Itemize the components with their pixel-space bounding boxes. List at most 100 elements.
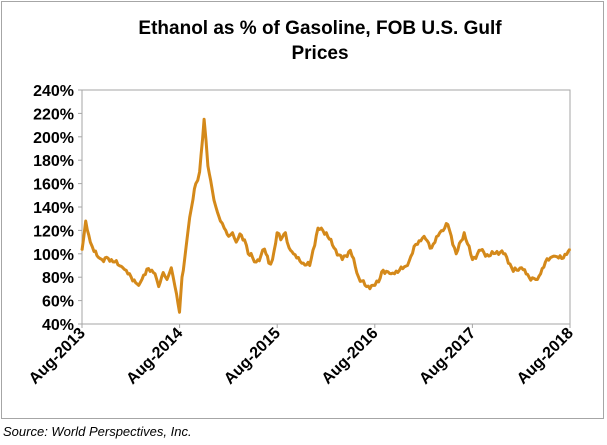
data-point <box>377 281 380 283</box>
y-tick-label: 180% <box>33 153 74 170</box>
data-point <box>183 258 186 261</box>
data-point <box>520 267 523 269</box>
data-point <box>536 278 539 281</box>
series-layer <box>80 117 572 314</box>
chart-title-line-2: Prices <box>291 43 349 64</box>
data-point <box>504 253 506 255</box>
y-tick-label: 120% <box>33 223 74 240</box>
data-point <box>260 255 262 257</box>
data-point <box>544 261 547 263</box>
data-point <box>146 268 148 270</box>
data-point <box>211 188 213 191</box>
data-point <box>235 241 237 243</box>
data-point <box>251 256 254 259</box>
data-point <box>471 258 474 261</box>
data-point <box>325 231 328 234</box>
data-point <box>162 271 164 274</box>
data-point <box>528 276 530 279</box>
data-point <box>181 276 183 279</box>
y-tick-label: 220% <box>33 106 74 123</box>
data-point <box>130 276 132 279</box>
data-point <box>157 285 160 288</box>
data-point <box>187 231 189 234</box>
data-point <box>219 220 222 222</box>
data-point <box>423 235 425 238</box>
data-point <box>166 278 168 281</box>
data-point <box>288 247 290 249</box>
y-tick-label: 60% <box>42 294 74 311</box>
data-point <box>81 249 83 252</box>
data-point <box>479 249 482 252</box>
data-point <box>271 258 274 261</box>
data-point <box>512 270 515 273</box>
data-point <box>207 165 209 167</box>
x-tick-label: Aug-2017 <box>416 325 479 388</box>
data-point <box>255 261 257 263</box>
data-point <box>97 256 100 259</box>
data-point <box>122 267 124 269</box>
data-point <box>105 256 108 259</box>
data-point <box>341 258 344 261</box>
data-point <box>276 231 278 234</box>
data-point <box>195 182 197 185</box>
y-tick-label: 100% <box>33 247 74 264</box>
data-point <box>415 243 417 246</box>
data-point <box>439 231 441 234</box>
data-point <box>398 269 401 272</box>
data-point <box>463 231 466 234</box>
data-point <box>430 247 433 249</box>
chart-title: Ethanol as % of Gasoline, FOB U.S. Gulf … <box>40 16 600 66</box>
y-tick-label: 160% <box>33 177 74 194</box>
x-tick-label: Aug-2013 <box>26 325 89 388</box>
chart-title-line-1: Ethanol as % of Gasoline, FOB U.S. Gulf <box>138 18 502 39</box>
data-point <box>349 249 352 252</box>
data-point <box>382 269 385 272</box>
data-point <box>496 250 498 253</box>
data-point <box>455 253 458 255</box>
data-point <box>263 248 266 250</box>
data-point <box>215 206 217 208</box>
data-point <box>203 118 205 121</box>
data-point <box>447 223 449 226</box>
data-point <box>231 231 234 234</box>
data-point <box>390 272 393 275</box>
data-point <box>292 253 295 255</box>
data-point <box>101 258 103 261</box>
plot-area <box>81 89 571 325</box>
y-tick-label: 240% <box>33 83 74 100</box>
x-axis-ticks: Aug-2013 Aug-2014 Aug-2015 Aug-2016 Aug-2017… <box>26 324 577 388</box>
data-point <box>365 285 368 288</box>
data-point <box>406 264 409 267</box>
data-point <box>243 239 246 241</box>
data-point <box>280 239 282 241</box>
chart-svg: 40% 60% 80% 100% 120% 140% 160% 180% 200% 220% 240… <box>26 83 577 388</box>
data-point <box>178 311 181 314</box>
data-point <box>84 220 87 222</box>
data-point <box>247 253 249 255</box>
data-point <box>374 284 376 287</box>
data-point <box>223 227 225 229</box>
data-point <box>174 285 176 288</box>
data-point <box>154 272 156 275</box>
x-tick-label: Aug-2018 <box>514 325 577 388</box>
y-tick-label: 200% <box>33 130 74 147</box>
y-tick-label: 40% <box>42 317 74 334</box>
data-point <box>308 264 311 267</box>
source-note: Source: World Perspectives, Inc. <box>3 424 192 439</box>
data-point <box>552 255 555 257</box>
data-point <box>113 261 116 263</box>
data-point <box>560 257 563 260</box>
x-tick-label: Aug-2014 <box>123 325 186 388</box>
data-point <box>239 233 241 235</box>
data-point <box>284 231 287 234</box>
data-point <box>170 267 173 269</box>
data-point <box>300 262 303 265</box>
data-point <box>93 250 95 253</box>
data-point <box>333 247 335 249</box>
data-point <box>137 284 140 287</box>
y-axis-ticks: 40% 60% 80% 100% 120% 140% 160% 180% 200% 220% 240… <box>33 83 82 334</box>
data-point <box>190 206 193 208</box>
data-point <box>317 227 319 229</box>
data-point <box>569 248 571 250</box>
data-point <box>198 171 201 173</box>
